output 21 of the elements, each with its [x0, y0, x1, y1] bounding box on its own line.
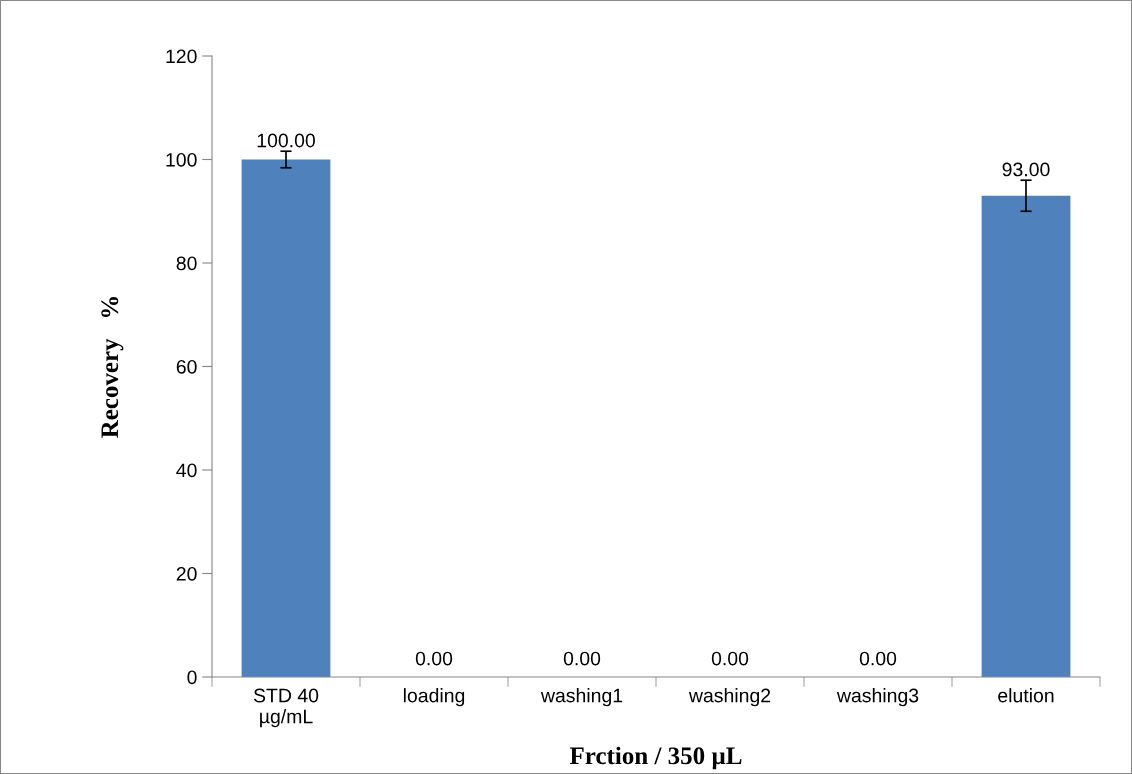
x-tick-label: washing3: [836, 688, 919, 707]
x-tick-label: washing2: [688, 688, 771, 707]
y-tick-label: 40: [176, 463, 197, 478]
y-tick-label: 0: [187, 670, 197, 685]
x-tick-label: elution: [998, 688, 1054, 703]
y-tick-label: 120: [166, 49, 197, 64]
y-tick-label: 20: [176, 566, 197, 581]
data-label: 100.00: [257, 133, 315, 148]
data-label: 0.00: [563, 651, 601, 666]
data-label: 0.00: [415, 651, 453, 666]
x-axis-title: Frction / 350 µL: [569, 746, 742, 770]
x-tick-label: STD 40 µg/mL: [253, 688, 319, 728]
x-tick-label: loading: [403, 688, 465, 707]
data-label: 0.00: [711, 651, 749, 666]
data-label: 0.00: [859, 651, 897, 666]
y-tick-label: 60: [176, 359, 197, 374]
x-tick-label: washing1: [540, 688, 623, 707]
y-tick-label: 80: [176, 256, 197, 271]
y-axis-title: Recovery %: [101, 297, 124, 438]
y-tick-label: 100: [166, 152, 197, 167]
data-label: 93.00: [1002, 162, 1050, 177]
